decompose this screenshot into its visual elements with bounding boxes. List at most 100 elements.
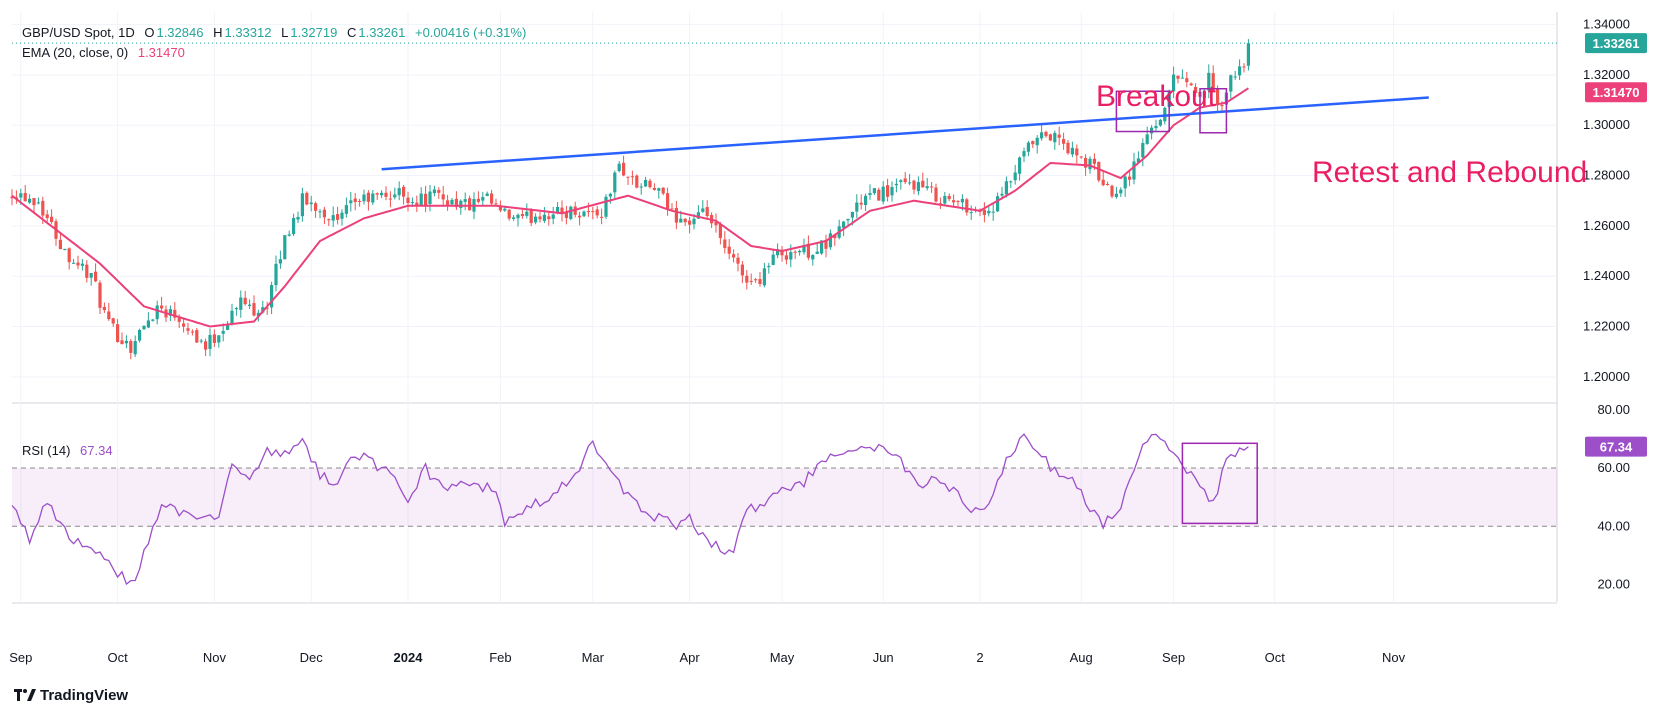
candle-80	[362, 189, 366, 205]
candle-body-71	[322, 209, 326, 218]
candle-153	[683, 217, 687, 227]
rsi-band	[12, 467, 1557, 527]
candle-body-213	[947, 195, 951, 200]
candle-36	[168, 305, 172, 322]
candle-body-57	[261, 307, 265, 313]
candle-body-256	[1136, 158, 1140, 163]
candle-232	[1031, 140, 1035, 149]
candle-body-195	[868, 193, 872, 196]
candle-154	[688, 216, 692, 234]
time-label-Jun: Jun	[873, 650, 894, 665]
candle-241	[1070, 141, 1074, 158]
candle-136	[608, 192, 612, 204]
candle-264	[1172, 66, 1176, 98]
candle-266	[1180, 69, 1184, 79]
candle-17	[85, 260, 89, 283]
candle-body-176	[784, 255, 788, 260]
candle-body-250	[1110, 185, 1114, 197]
time-label-2024: 2024	[394, 650, 424, 665]
candle-body-192	[855, 202, 859, 212]
candle-body-265	[1176, 75, 1180, 79]
candle-body-3	[23, 192, 27, 202]
candle-body-157	[701, 208, 705, 212]
candle-126	[564, 205, 568, 225]
candle-body-161	[718, 223, 722, 238]
last-price-badge: 1.33261	[1585, 33, 1647, 54]
candle-body-212	[943, 195, 947, 204]
candle-254	[1128, 170, 1132, 187]
candle-body-234	[1040, 132, 1044, 139]
candle-body-198	[881, 186, 885, 202]
candle-89	[402, 185, 406, 205]
candle-95	[428, 184, 432, 212]
candle-135	[604, 194, 608, 220]
candle-body-181	[806, 243, 810, 258]
candle-body-205	[912, 180, 916, 190]
candle-186	[828, 229, 832, 250]
candle-107	[481, 191, 485, 207]
candle-178	[793, 250, 797, 260]
overlays	[11, 42, 1557, 586]
candle-68	[309, 195, 313, 212]
candle-54	[248, 299, 252, 309]
candle-body-210	[934, 187, 938, 202]
candle-30	[142, 325, 146, 330]
candle-139	[622, 155, 626, 177]
candle-237	[1053, 130, 1057, 150]
candle-147	[657, 187, 661, 199]
candle-body-36	[168, 309, 172, 316]
candle-13	[67, 247, 71, 270]
candle-258	[1145, 126, 1149, 145]
candle-207	[921, 172, 925, 188]
candle-280	[1242, 63, 1246, 73]
candle-body-91	[410, 202, 414, 204]
candle-body-187	[833, 234, 837, 239]
candle-103	[463, 192, 467, 211]
candle-body-98	[441, 194, 445, 200]
candle-body-30	[142, 325, 146, 330]
candle-172	[767, 262, 771, 274]
candle-body-46	[212, 334, 216, 343]
price-tick-1.32000: 1.32000	[1583, 67, 1630, 82]
candle-body-95	[428, 191, 432, 205]
candle-body-117	[525, 211, 529, 216]
candle-body-70	[318, 211, 322, 213]
candle-body-186	[828, 233, 832, 248]
candle-body-141	[630, 176, 634, 178]
candle-58	[265, 301, 269, 315]
candle-body-103	[463, 199, 467, 202]
candle-228	[1013, 164, 1017, 185]
time-label-Feb: Feb	[489, 650, 511, 665]
candle-134	[600, 208, 604, 225]
candle-body-66	[300, 193, 304, 217]
candle-body-29	[138, 329, 142, 341]
candle-82	[371, 190, 375, 206]
grid	[12, 12, 1558, 604]
tradingview-logo[interactable]: TradingView	[14, 687, 128, 704]
candle-body-261	[1158, 119, 1162, 126]
candle-60	[274, 255, 278, 292]
candle-63	[287, 230, 291, 237]
candle-body-182	[811, 254, 815, 260]
candle-body-233	[1035, 137, 1039, 146]
candle-173	[771, 248, 775, 266]
open-label: O	[144, 25, 155, 40]
candle-body-179	[798, 250, 802, 253]
candle-body-216	[960, 198, 964, 203]
candle-140	[626, 176, 630, 186]
candle-body-5	[32, 198, 36, 206]
candle-body-62	[283, 235, 287, 260]
candle-body-119	[534, 216, 538, 223]
candle-28	[133, 335, 137, 358]
candle-40	[186, 322, 190, 335]
candle-body-125	[560, 207, 564, 213]
candle-208	[925, 177, 929, 191]
candle-body-110	[494, 203, 498, 205]
candle-body-74	[336, 214, 340, 220]
candle-body-0	[10, 196, 14, 199]
ema-badge-text: 1.31470	[1593, 85, 1640, 100]
candle-130	[582, 210, 586, 218]
candle-265	[1176, 75, 1180, 84]
price-tick-1.22000: 1.22000	[1583, 319, 1630, 334]
